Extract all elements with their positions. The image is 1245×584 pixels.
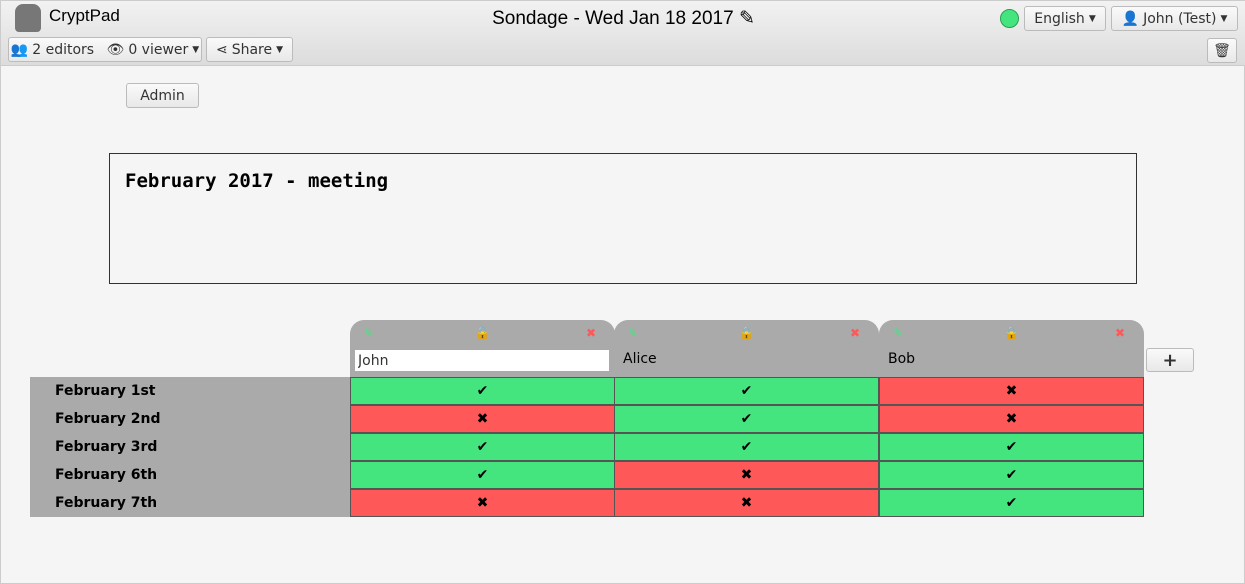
users-button[interactable]: 👥 2 editors 👁 0 viewer ▼ — [8, 37, 202, 62]
poll-description[interactable]: February 2017 - meeting — [109, 153, 1137, 284]
share-icon: ⋖ — [215, 41, 228, 58]
edit-icon[interactable]: ✎ — [628, 326, 639, 340]
row-label[interactable]: February 7th — [30, 489, 350, 517]
vote-cell[interactable]: ✔ — [614, 433, 879, 461]
lock-icon[interactable]: 🔒 — [1004, 326, 1019, 340]
vote-cell[interactable]: ✔ — [879, 433, 1144, 461]
edit-icon[interactable]: ✎ — [364, 326, 375, 340]
vote-cell[interactable]: ✖ — [614, 461, 879, 489]
viewers-count: 0 viewer — [128, 41, 189, 58]
column-header: ✎ 🔒 ✖ Bob — [879, 320, 1144, 377]
row-label[interactable]: February 2nd — [30, 405, 350, 433]
pencil-icon[interactable]: ✎ — [738, 8, 755, 29]
language-selector[interactable]: English ▼ — [1024, 6, 1106, 31]
delete-button[interactable]: 🗑 — [1207, 38, 1237, 63]
cryptpad-logo-icon — [15, 4, 41, 32]
vote-cell[interactable]: ✔ — [350, 461, 615, 489]
column-name: Alice — [623, 351, 657, 367]
eye-icon: 👁 — [106, 41, 125, 58]
vote-cell[interactable]: ✔ — [614, 405, 879, 433]
vote-cell[interactable]: ✔ — [350, 377, 615, 405]
share-label: Share — [231, 41, 273, 58]
row-label[interactable]: February 6th — [30, 461, 350, 489]
caret-down-icon: ▼ — [192, 44, 200, 55]
user-label: John (Test) — [1143, 10, 1217, 27]
row-label[interactable]: February 1st — [30, 377, 350, 405]
lock-icon[interactable]: 🔒 — [739, 326, 754, 340]
column-name: Bob — [888, 351, 916, 367]
user-icon: 👤 — [1121, 10, 1140, 27]
remove-column-icon[interactable]: ✖ — [586, 326, 597, 340]
add-column-button[interactable]: + — [1146, 348, 1194, 372]
remove-column-icon[interactable]: ✖ — [1115, 326, 1126, 340]
caret-down-icon: ▼ — [1088, 13, 1096, 24]
caret-down-icon: ▼ — [1220, 13, 1228, 24]
vote-cell[interactable]: ✖ — [879, 405, 1144, 433]
vote-cell[interactable]: ✖ — [614, 489, 879, 517]
share-button[interactable]: ⋖ Share ▼ — [206, 37, 293, 62]
language-label: English — [1034, 10, 1085, 27]
column-name-input[interactable] — [355, 350, 609, 371]
edit-icon[interactable]: ✎ — [893, 326, 904, 340]
connection-status-indicator — [1000, 9, 1019, 28]
column-header: ✎ 🔓 ✖ — [350, 320, 615, 377]
user-menu[interactable]: 👤 John (Test) ▼ — [1111, 6, 1238, 31]
vote-cell[interactable]: ✔ — [879, 489, 1144, 517]
row-label[interactable]: February 3rd — [30, 433, 350, 461]
vote-cell[interactable]: ✖ — [350, 405, 615, 433]
vote-cell[interactable]: ✔ — [879, 461, 1144, 489]
unlock-icon[interactable]: 🔓 — [475, 326, 490, 340]
column-header: ✎ 🔒 ✖ Alice — [614, 320, 879, 377]
caret-down-icon: ▼ — [276, 44, 284, 55]
admin-button[interactable]: Admin — [126, 83, 199, 108]
vote-cell[interactable]: ✔ — [614, 377, 879, 405]
app-name: CryptPad — [49, 6, 120, 25]
document-title[interactable]: Sondage - Wed Jan 18 2017 — [492, 8, 734, 29]
users-icon: 👥 — [10, 41, 29, 58]
trash-icon: 🗑 — [1213, 42, 1231, 59]
editors-count: 2 editors — [32, 41, 95, 58]
remove-column-icon[interactable]: ✖ — [850, 326, 861, 340]
vote-cell[interactable]: ✖ — [879, 377, 1144, 405]
vote-cell[interactable]: ✔ — [350, 433, 615, 461]
vote-cell[interactable]: ✖ — [350, 489, 615, 517]
